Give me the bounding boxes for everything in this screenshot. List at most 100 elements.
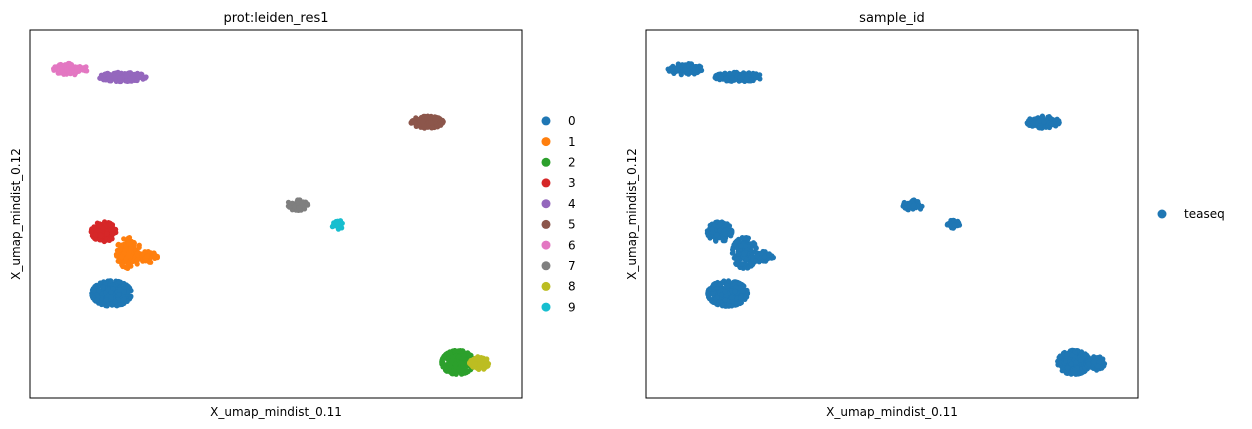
data-point-teaseq [681,62,688,68]
data-point-teaseq [711,299,717,306]
data-point-3 [97,237,103,243]
legend-marker-2 [541,157,551,167]
data-point-4 [100,77,107,83]
data-point-teaseq [724,221,730,227]
data-point-teaseq [740,288,746,294]
data-point-2 [461,353,467,359]
data-point-teaseq [710,291,716,297]
legend-label-0: 0 [568,114,576,128]
data-point-teaseq [742,243,748,249]
data-point-teaseq [733,284,739,290]
data-point-4 [134,71,140,77]
data-point-6 [57,70,63,76]
data-point-2 [452,361,458,367]
data-point-teaseq [1057,359,1064,366]
legend-marker-8 [541,281,551,291]
legend-label-9: 9 [568,300,576,314]
data-point-3 [92,232,98,238]
data-point-1 [121,236,127,242]
data-point-teaseq [685,70,691,76]
data-point-7 [300,199,306,205]
data-point-teaseq [951,217,957,224]
data-point-5 [429,124,435,130]
data-point-2 [443,367,449,373]
data-point-teaseq [711,281,717,288]
chart-title-right: sample_id [859,11,925,26]
legend-label-2: 2 [568,155,576,169]
data-point-teaseq [750,70,756,76]
data-point-8 [472,361,478,367]
data-point-3 [108,222,114,228]
data-point-6 [66,69,72,76]
data-point-1 [134,257,140,264]
data-point-2 [452,348,458,354]
data-point-2 [457,360,463,366]
data-point-teaseq [722,237,728,244]
legend-marker-1 [541,137,551,147]
data-point-0 [121,289,127,295]
data-point-teaseq [761,254,768,260]
data-point-2 [441,353,447,359]
data-point-8 [475,354,481,360]
data-point-9 [336,224,342,230]
panel-sample-id: sample_id X_umap_mindist_0.11 X_umap_min… [625,11,1225,419]
data-point-teaseq [753,258,759,264]
data-point-1 [139,251,145,257]
data-point-0 [109,301,115,307]
legend-label-4: 4 [568,197,576,211]
data-point-5 [433,116,439,122]
legend-marker-0 [541,116,551,126]
legend-right: teaseq [1157,207,1225,221]
data-point-teaseq [730,250,736,256]
data-point-teaseq [725,278,732,284]
data-point-teaseq [753,245,759,251]
data-point-3 [98,232,104,239]
data-point-3 [113,227,119,233]
data-point-6 [74,66,81,73]
data-point-5 [420,119,426,125]
data-point-6 [58,65,64,71]
data-point-3 [104,231,110,237]
data-point-1 [117,246,123,252]
data-point-1 [114,253,120,259]
data-point-teaseq [951,222,958,228]
data-point-teaseq [1048,121,1054,127]
data-point-teaseq [1064,365,1071,371]
data-point-4 [127,70,134,76]
data-point-7 [296,205,302,211]
data-point-teaseq [750,255,756,261]
data-point-teaseq [902,205,908,211]
data-point-1 [116,258,122,264]
data-point-0 [116,291,122,297]
data-point-teaseq [1064,351,1070,357]
data-point-teaseq [717,281,724,287]
data-point-2 [460,368,466,374]
data-point-teaseq [713,232,720,238]
data-point-2 [455,348,462,354]
y-axis-label-left: X_umap_mindist_0.12 [9,148,23,280]
legend-marker-6 [541,240,551,250]
data-point-teaseq [674,66,681,72]
data-point-teaseq [1048,115,1054,121]
data-point-teaseq [1069,352,1075,358]
data-point-4 [102,71,108,77]
data-point-teaseq [729,75,735,81]
data-point-teaseq [738,243,744,249]
data-point-teaseq [741,251,747,257]
data-point-teaseq [1096,359,1102,365]
data-point-4 [117,75,123,81]
legend-marker-3 [541,178,551,188]
data-point-2 [456,366,462,372]
data-point-3 [109,236,115,242]
data-point-0 [108,294,114,300]
data-point-5 [428,120,434,126]
data-point-1 [128,246,134,252]
data-point-7 [302,206,308,212]
data-point-teaseq [1026,122,1033,128]
data-point-1 [144,253,150,259]
data-point-teaseq [1091,359,1097,365]
legend-label-5: 5 [568,218,576,232]
data-point-teaseq [910,203,916,209]
data-point-teaseq [757,251,764,257]
data-point-0 [103,297,109,303]
